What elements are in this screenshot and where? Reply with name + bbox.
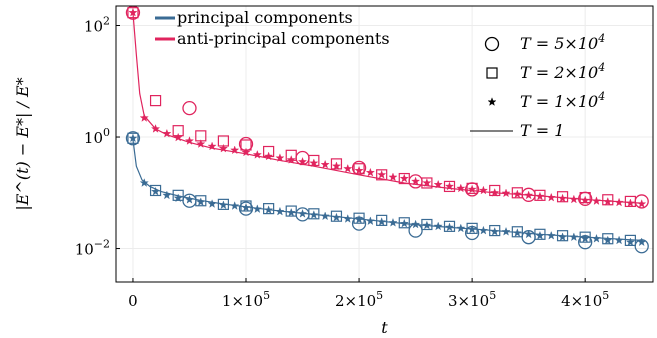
data-point-square [466, 182, 478, 194]
data-point-star [365, 167, 375, 177]
legend-label: principal components [177, 8, 353, 27]
data-point-star [535, 230, 545, 240]
data-point-star [411, 176, 421, 186]
data-point-star [478, 185, 488, 195]
x-tick-label: 0 [128, 292, 138, 310]
legend-T-label: T = 1×104 [520, 90, 605, 111]
data-point-star [422, 178, 432, 187]
series-line [132, 12, 642, 204]
data-point-square [376, 169, 388, 181]
series-principal-T-5×10^4 [125, 131, 649, 254]
x-tick-label: 4×105 [561, 289, 609, 310]
legend-star-symbol [487, 97, 497, 106]
data-point-star [207, 199, 217, 208]
data-point-square [489, 184, 501, 197]
data-point-star [286, 155, 296, 164]
legend-label: anti-principal components [177, 29, 390, 48]
series-principal-T-1×10^4 [128, 133, 647, 247]
legend-circle-symbol [484, 36, 500, 52]
data-point-square [624, 195, 636, 208]
data-point-star [377, 170, 387, 179]
y-tick-label: 102 [84, 15, 110, 36]
data-point-star [139, 113, 149, 122]
data-point-square [330, 158, 343, 170]
series-layer [125, 5, 649, 254]
data-point-star [173, 132, 183, 142]
data-point-square [149, 184, 162, 197]
y-tick-label: 10−2 [75, 238, 110, 259]
data-point-star [625, 237, 635, 247]
legend-left: principal components anti-principal compo… [155, 8, 390, 48]
data-point-square [511, 187, 523, 199]
data-point-square [602, 194, 614, 206]
data-point-square [353, 163, 365, 175]
data-point-star [275, 153, 285, 162]
plot-frame [115, 5, 654, 283]
axis-labels: t |E^(t) − E*| / E* [13, 77, 388, 337]
x-tick-label: 3×105 [448, 289, 496, 310]
x-axis-label: t [381, 318, 388, 337]
data-point-star [603, 235, 613, 245]
data-point-star [297, 156, 308, 166]
series-line [132, 139, 642, 241]
data-point-circle [182, 100, 197, 116]
data-point-square [285, 205, 297, 217]
data-point-star [614, 235, 624, 245]
data-point-square [149, 95, 162, 107]
data-point-star [320, 159, 330, 169]
data-point-star [196, 197, 206, 207]
legend-T-label: T = 1 [520, 121, 564, 140]
data-point-star [388, 172, 398, 182]
data-point-star [343, 163, 353, 173]
legend-T-label: T = 2×104 [520, 61, 605, 82]
data-point-star [433, 179, 443, 189]
data-point-square [443, 180, 456, 193]
y-tick-label: 100 [84, 126, 110, 147]
data-point-square [421, 177, 433, 189]
series-principal-T-1 [132, 139, 642, 241]
data-point-square [579, 191, 591, 204]
legend-T-label: T = 5×104 [520, 32, 605, 53]
data-point-square [308, 154, 320, 167]
data-point-star [637, 237, 647, 247]
data-point-square [172, 189, 184, 201]
data-point-star [184, 194, 195, 204]
data-point-star [557, 232, 568, 242]
data-point-star [501, 188, 511, 198]
data-point-star [331, 161, 342, 171]
y-axis-label: |E^(t) − E*| / E* [13, 77, 32, 210]
series-principal-T-2×10^4 [127, 132, 636, 246]
x-tick-label: 2×105 [335, 289, 383, 310]
legend-right: T = 5×104 T = 2×104 T = 1×104 T = 1 [470, 32, 605, 140]
data-point-circle [125, 131, 141, 146]
ticks: 0 1×105 2×105 3×105 4×105 102 100 10−2 [75, 15, 610, 310]
x-tick-label: 1×105 [222, 289, 270, 310]
data-point-star [354, 165, 364, 175]
data-point-star [399, 173, 409, 183]
legend-square-symbol [486, 67, 498, 79]
series-anti-T-1 [132, 12, 642, 204]
data-point-circle [238, 201, 254, 216]
data-point-star [456, 183, 466, 193]
data-point-star [309, 158, 319, 168]
